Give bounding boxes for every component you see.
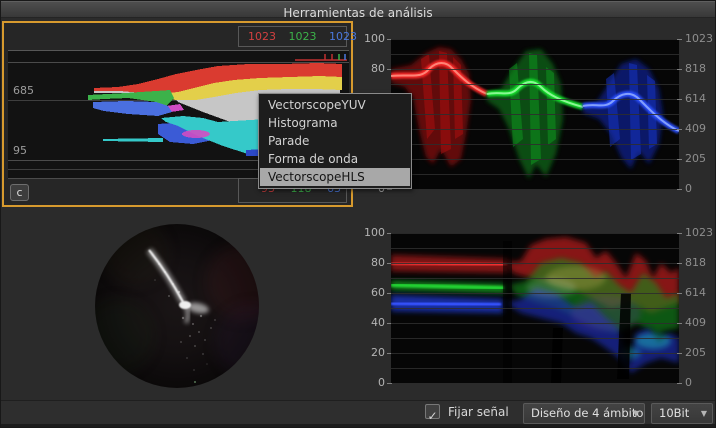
waveform-plot[interactable] <box>390 233 679 383</box>
tick-label: 614 <box>677 92 706 105</box>
vectorscope-plot[interactable] <box>95 224 259 388</box>
tick-label: 0 <box>378 376 392 389</box>
menu-item-forma-de-onda[interactable]: Forma de onda <box>268 152 359 166</box>
window-bottom-edge <box>1 424 715 427</box>
tick-label: 80 <box>371 256 392 269</box>
max-blue-value: 1023 <box>329 30 357 43</box>
fijar-senal-checkbox[interactable]: ✓ Fijar señal <box>425 404 509 423</box>
scope-type-context-menu: VectorscopeYUV Histograma Parade Forma d… <box>258 93 412 189</box>
waveform-canvas <box>390 237 679 383</box>
window-titlebar[interactable]: Herramientas de análisis <box>1 1 715 20</box>
layout-dropdown[interactable]: Diseño de 4 ámbitos ▼ <box>523 403 645 424</box>
waveform-overlay-panel: 100 80 60 40 20 0 <box>355 215 715 405</box>
menu-item-parade[interactable]: Parade <box>268 134 310 148</box>
plot-divider <box>8 178 349 179</box>
peak-marker-ticks <box>295 54 347 61</box>
parade-plot[interactable] <box>390 39 681 189</box>
menu-item-vectorscope-yuv[interactable]: VectorscopeYUV <box>268 98 366 112</box>
tick-label: 0 <box>677 182 692 195</box>
bottom-toolbar: ✓ Fijar señal Diseño de 4 ámbitos ▼ 10Bi… <box>1 400 715 425</box>
menu-item-vectorscope-hls[interactable]: VectorscopeHLS <box>260 168 410 186</box>
parade-canvas <box>390 47 681 179</box>
tick-label: 205 <box>677 152 706 165</box>
tick-label: 100 <box>364 32 392 45</box>
tick-label: 1023 <box>677 32 713 45</box>
waveform-axis-percent: 100 80 60 40 20 0 <box>355 215 392 405</box>
bitdepth-dropdown[interactable]: 10Bit ▼ <box>651 403 713 424</box>
tick-label: 818 <box>677 62 706 75</box>
menu-item-histograma[interactable]: Histograma <box>268 116 338 130</box>
plot-divider <box>8 169 349 170</box>
tick-label: 409 <box>677 122 706 135</box>
level-label-top: 685 <box>13 84 34 97</box>
max-green-value: 1023 <box>288 30 317 43</box>
max-red-value: 1023 <box>248 30 276 43</box>
histogram-max-values: 1023 1023 1023 <box>238 26 357 47</box>
waveform-axis-code: 1023 818 614 409 205 0 <box>677 215 715 405</box>
vectorscope-speckles <box>154 263 216 371</box>
tick-label: 40 <box>371 316 392 329</box>
level-line-95 <box>8 160 349 161</box>
tick-label: 409 <box>677 316 706 329</box>
c-button[interactable]: c <box>10 184 29 201</box>
checkbox-label: Fijar señal <box>448 404 509 419</box>
chevron-down-icon: ▼ <box>700 409 707 418</box>
plot-divider <box>8 62 349 63</box>
layout-dropdown-value: Diseño de 4 ámbitos <box>531 406 645 420</box>
tick-label: 614 <box>677 286 706 299</box>
bitdepth-dropdown-value: 10Bit <box>659 406 690 420</box>
tick-label: 80 <box>371 62 392 75</box>
tick-label: 0 <box>677 376 692 389</box>
window-title: Herramientas de análisis <box>283 6 433 20</box>
chevron-down-icon: ▼ <box>632 409 639 418</box>
parade-axis-code: 1023 818 614 409 205 0 <box>677 21 715 211</box>
level-label-bottom: 95 <box>13 144 27 157</box>
tick-label: 205 <box>677 346 706 359</box>
tick-label: 60 <box>371 286 392 299</box>
tick-label: 20 <box>371 346 392 359</box>
tick-label: 818 <box>677 256 706 269</box>
checkbox-check-icon: ✓ <box>425 404 440 423</box>
tick-label: 1023 <box>677 226 713 239</box>
tick-label: 100 <box>364 226 392 239</box>
